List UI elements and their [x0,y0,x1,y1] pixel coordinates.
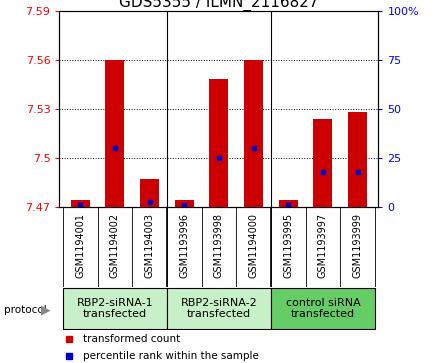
Text: protocol: protocol [4,305,47,315]
Text: transformed count: transformed count [83,334,180,344]
Bar [175,200,194,207]
Bar [71,200,90,207]
Text: RBP2-siRNA-2
transfected: RBP2-siRNA-2 transfected [180,298,257,319]
Text: GSM1194003: GSM1194003 [145,213,154,278]
Title: GDS5355 / ILMN_2116827: GDS5355 / ILMN_2116827 [119,0,319,11]
Text: GSM1193998: GSM1193998 [214,213,224,278]
Bar [313,119,333,207]
Bar [167,287,271,330]
Bar [105,60,125,207]
Text: GSM1193995: GSM1193995 [283,213,293,278]
Text: percentile rank within the sample: percentile rank within the sample [83,351,259,361]
Bar [63,287,167,330]
Text: RBP2-siRNA-1
transfected: RBP2-siRNA-1 transfected [77,298,153,319]
Text: GSM1194000: GSM1194000 [249,213,259,278]
Text: control siRNA
transfected: control siRNA transfected [286,298,360,319]
Bar [140,179,159,207]
Text: GSM1193999: GSM1193999 [352,213,363,278]
Bar [271,287,375,330]
Text: ▶: ▶ [40,304,50,317]
Text: GSM1194002: GSM1194002 [110,213,120,278]
Bar [244,60,263,207]
Text: GSM1193996: GSM1193996 [179,213,189,278]
Bar [209,79,228,207]
Bar [279,200,298,207]
Text: GSM1193997: GSM1193997 [318,213,328,278]
Text: GSM1194001: GSM1194001 [75,213,85,278]
Bar [348,112,367,207]
